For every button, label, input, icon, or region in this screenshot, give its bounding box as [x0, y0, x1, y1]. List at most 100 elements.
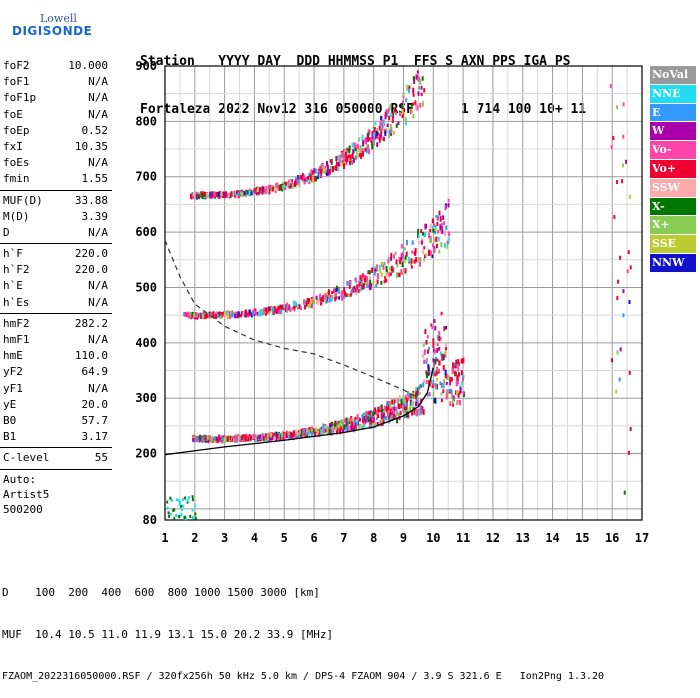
- echo-mark: [265, 307, 268, 312]
- echo-mark: [432, 228, 435, 233]
- echo-mark: [438, 361, 441, 366]
- echo-mark: [173, 517, 176, 521]
- echo-mark: [241, 191, 244, 198]
- echo-mark: [619, 255, 622, 260]
- echo-mark: [203, 435, 206, 440]
- echo-mark: [194, 516, 197, 520]
- echo-mark: [622, 102, 625, 107]
- x-tick-label: 11: [456, 531, 470, 545]
- echo-mark: [348, 149, 351, 154]
- echo-mark: [423, 349, 426, 354]
- echo-mark: [313, 168, 316, 173]
- echo-mark: [386, 402, 389, 408]
- echo-mark: [418, 257, 421, 262]
- echo-mark: [375, 410, 378, 416]
- param-value: N/A: [88, 75, 108, 89]
- echo-mark: [293, 182, 296, 187]
- echo-mark: [180, 513, 183, 517]
- echo-mark: [616, 296, 619, 301]
- echo-mark: [424, 253, 427, 257]
- param-row: yE 20.0: [0, 397, 112, 413]
- echo-mark: [269, 184, 272, 189]
- echo-mark: [437, 229, 440, 234]
- echo-mark: [288, 181, 291, 186]
- echo-mark: [378, 125, 381, 131]
- echo-mark: [236, 312, 239, 318]
- echo-mark: [408, 406, 411, 413]
- echo-mark: [371, 134, 374, 139]
- echo-mark: [452, 362, 455, 368]
- echo-mark: [352, 287, 355, 293]
- echo-mark: [372, 125, 375, 129]
- echo-mark: [217, 314, 220, 319]
- echo-mark: [250, 190, 253, 194]
- echo-mark: [444, 372, 447, 379]
- echo-mark: [433, 247, 436, 254]
- param-row: foE N/A: [0, 107, 112, 123]
- echo-mark: [412, 87, 415, 94]
- echo-mark: [438, 249, 441, 254]
- echo-mark: [380, 272, 383, 277]
- echo-mark: [376, 128, 379, 134]
- echo-mark: [194, 512, 197, 516]
- echo-mark: [380, 136, 383, 141]
- echo-mark: [426, 372, 429, 379]
- echo-mark: [184, 496, 187, 500]
- x-tick-label: 6: [310, 531, 317, 545]
- echo-mark: [357, 145, 360, 150]
- echo-mark: [240, 435, 243, 441]
- echo-mark: [359, 426, 362, 430]
- echo-mark: [321, 431, 324, 435]
- echo-mark: [359, 286, 362, 292]
- echo-mark: [330, 298, 333, 302]
- echo-mark: [253, 188, 256, 193]
- echo-mark: [436, 335, 439, 341]
- echo-mark: [414, 248, 417, 254]
- echo-mark: [349, 280, 352, 286]
- echo-mark: [431, 325, 434, 330]
- echo-mark: [315, 295, 318, 300]
- echo-mark: [328, 428, 331, 435]
- param-label: foF1: [3, 75, 30, 89]
- footer-file-row: FZAOM_2022316050000.RSF / 320fx256h 50 k…: [2, 671, 605, 682]
- echo-mark: [345, 426, 348, 430]
- echo-mark: [204, 435, 207, 442]
- echo-mark: [425, 223, 428, 229]
- echo-mark: [400, 403, 403, 409]
- echo-mark: [256, 311, 259, 316]
- echo-mark: [337, 161, 340, 166]
- echo-mark: [439, 336, 442, 341]
- echo-mark: [267, 310, 270, 314]
- echo-mark: [440, 226, 443, 233]
- param-label: M(D): [3, 209, 30, 223]
- echo-mark: [434, 325, 437, 331]
- echo-mark: [362, 140, 365, 145]
- echo-mark: [413, 409, 416, 415]
- param-row: MUF(D) 33.88: [0, 193, 112, 209]
- echo-mark: [380, 130, 383, 135]
- param-value: 3.39: [81, 209, 109, 223]
- echo-mark: [338, 427, 341, 434]
- echo-mark: [425, 357, 428, 362]
- echo-mark: [376, 422, 379, 427]
- echo-mark: [628, 194, 631, 199]
- echo-mark: [334, 292, 337, 297]
- echo-mark: [213, 191, 216, 197]
- echo-mark: [421, 409, 424, 414]
- echo-mark: [213, 436, 216, 440]
- echo-mark: [298, 430, 301, 435]
- echo-mark: [314, 431, 317, 435]
- echo-mark: [417, 234, 420, 238]
- param-value: 33.88: [74, 193, 108, 207]
- echo-mark: [379, 420, 382, 426]
- echo-mark: [441, 353, 444, 357]
- echo-mark: [312, 176, 315, 183]
- echo-mark: [336, 285, 339, 291]
- echo-mark: [311, 170, 314, 174]
- echo-mark: [408, 392, 411, 397]
- echo-mark: [460, 370, 463, 376]
- echo-mark: [295, 179, 298, 185]
- echo-mark: [212, 311, 215, 318]
- echo-mark: [269, 435, 272, 441]
- echo-mark: [278, 309, 281, 315]
